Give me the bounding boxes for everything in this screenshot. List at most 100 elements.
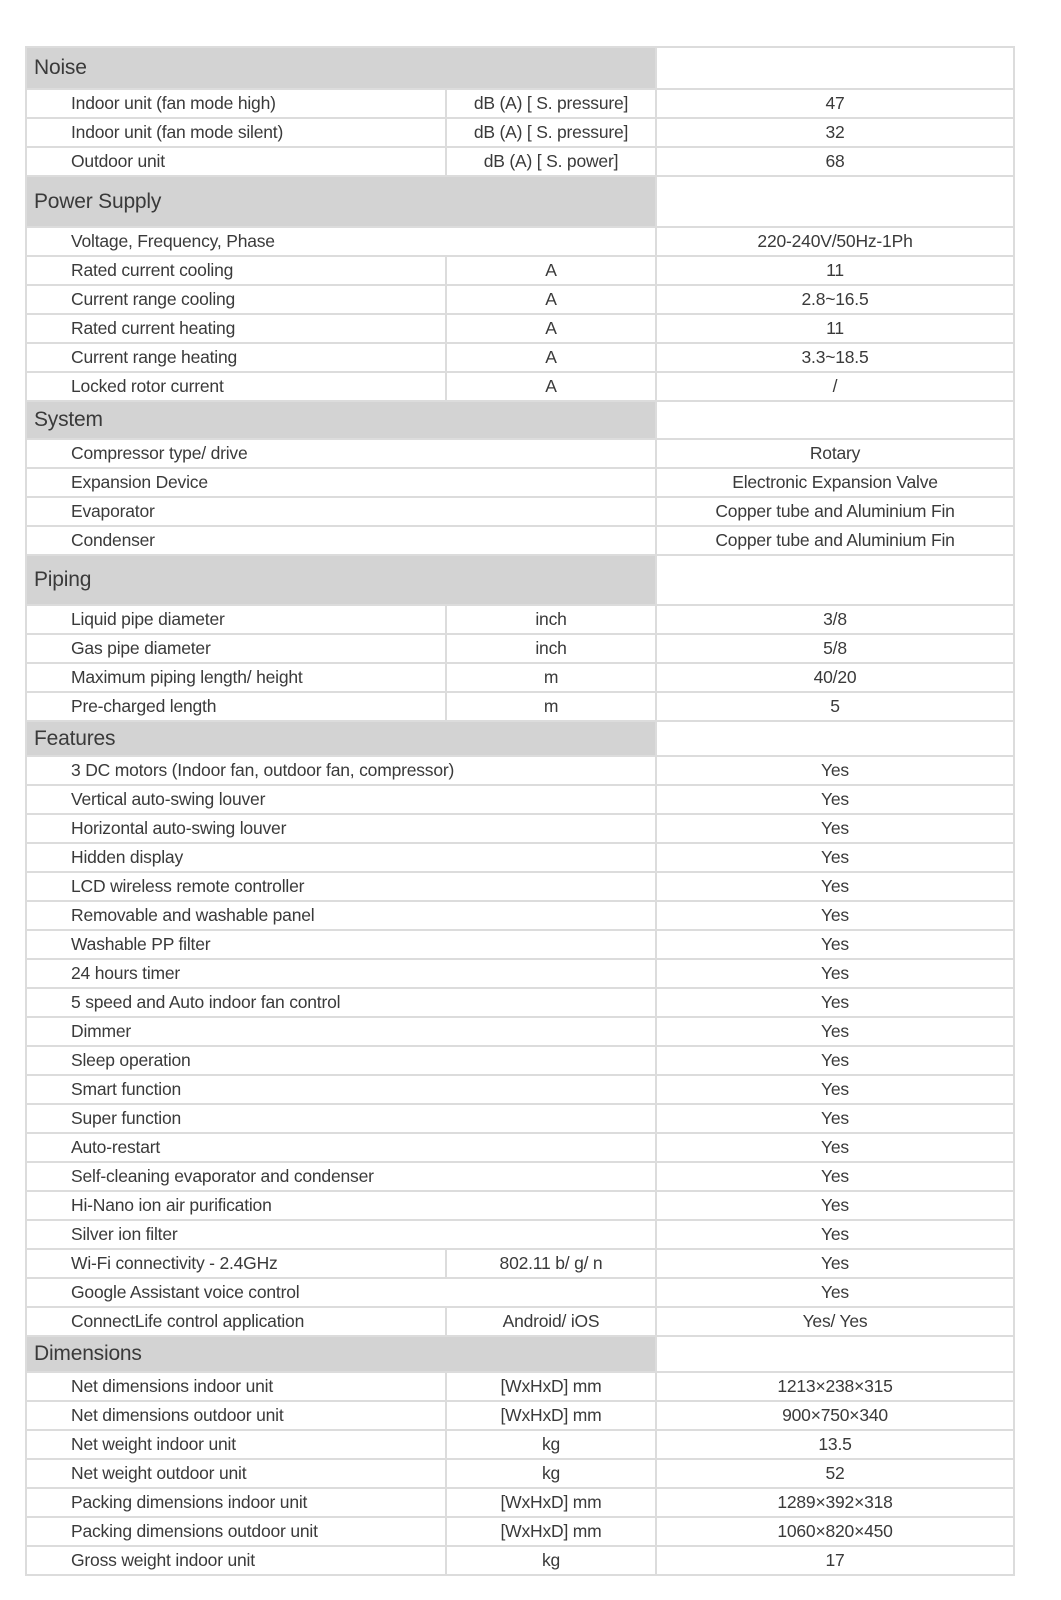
spec-unit: kg xyxy=(444,1429,658,1460)
spec-value: Yes xyxy=(655,1219,1016,1250)
spec-label: Removable and washable panel xyxy=(24,900,658,931)
spec-label: Hidden display xyxy=(24,842,658,873)
spec-value: Yes xyxy=(655,1190,1016,1221)
spec-value: Yes xyxy=(655,755,1016,786)
spec-row-hi-nano-ion-air-purification: Hi-Nano ion air purification Yes xyxy=(24,1190,1016,1221)
spec-value: Yes xyxy=(655,1248,1016,1279)
spec-label: Indoor unit (fan mode silent) xyxy=(25,117,447,148)
spec-value: 17 xyxy=(655,1545,1016,1576)
spec-row-packing-dimensions-indoor-unit: Packing dimensions indoor unit [WxHxD] mm… xyxy=(25,1487,1016,1518)
spec-row-auto-restart: Auto-restart Yes xyxy=(24,1132,1016,1163)
spec-value: 5 xyxy=(655,691,1016,722)
spec-row-pre-charged-length: Pre-charged length m 5 xyxy=(25,691,1016,722)
section-row-piping: Piping xyxy=(24,554,1016,606)
spec-label: Vertical auto-swing louver xyxy=(24,784,658,815)
spec-label: Expansion Device xyxy=(24,467,658,498)
spec-label: Voltage, Frequency, Phase xyxy=(24,226,658,257)
spec-value: 1213×238×315 xyxy=(655,1371,1016,1402)
spec-row-compressor-type-drive: Compressor type/ drive Rotary xyxy=(24,438,1016,469)
spec-label: Locked rotor current xyxy=(25,371,447,402)
spec-unit: A xyxy=(444,371,658,402)
spec-row-locked-rotor-current: Locked rotor current A / xyxy=(25,371,1016,402)
spec-value: Yes xyxy=(655,842,1016,873)
spec-label: Packing dimensions indoor unit xyxy=(25,1487,447,1518)
spec-label: Net weight indoor unit xyxy=(25,1429,447,1460)
spec-row-outdoor-unit: Outdoor unit dB (A) [ S. power] 68 xyxy=(25,146,1016,177)
spec-value: 3.3~18.5 xyxy=(655,342,1016,373)
spec-value: Yes xyxy=(655,958,1016,989)
spec-value: 68 xyxy=(655,146,1016,177)
spec-value: Yes xyxy=(655,1074,1016,1105)
spec-label: 24 hours timer xyxy=(24,958,658,989)
section-header-power-supply: Power Supply xyxy=(24,175,658,228)
spec-row-5-speed-and-auto-indoor-fan-control: 5 speed and Auto indoor fan control Yes xyxy=(24,987,1016,1018)
spec-label: Packing dimensions outdoor unit xyxy=(25,1516,447,1547)
spec-row-rated-current-heating: Rated current heating A 11 xyxy=(25,313,1016,344)
spec-label: ConnectLife control application xyxy=(25,1306,447,1337)
spec-value: Rotary xyxy=(655,438,1016,469)
spec-value: 52 xyxy=(655,1458,1016,1489)
section-row-noise: Noise xyxy=(24,46,1016,90)
spec-label: 3 DC motors (Indoor fan, outdoor fan, co… xyxy=(24,755,658,786)
spec-label: Washable PP filter xyxy=(24,929,658,960)
spec-unit: [WxHxD] mm xyxy=(444,1487,658,1518)
spec-label: Evaporator xyxy=(24,496,658,527)
spec-unit: A xyxy=(444,284,658,315)
spec-row-sleep-operation: Sleep operation Yes xyxy=(24,1045,1016,1076)
spec-row-gas-pipe-diameter: Gas pipe diameter inch 5/8 xyxy=(25,633,1016,664)
spec-row-current-range-cooling: Current range cooling A 2.8~16.5 xyxy=(25,284,1016,315)
spec-row-gross-weight-indoor-unit: Gross weight indoor unit kg 17 xyxy=(25,1545,1016,1576)
section-row-system: System xyxy=(24,400,1016,440)
spec-value: Yes xyxy=(655,1016,1016,1047)
spec-label: Gas pipe diameter xyxy=(25,633,447,664)
spec-row-net-dimensions-outdoor-unit: Net dimensions outdoor unit [WxHxD] mm 900… xyxy=(25,1400,1016,1431)
spec-value: Copper tube and Aluminium Fin xyxy=(655,496,1016,527)
section-header-spacer xyxy=(655,400,1016,440)
spec-value: Yes xyxy=(655,1277,1016,1308)
spec-row-expansion-device: Expansion Device Electronic Expansion Val… xyxy=(24,467,1016,498)
spec-value: Yes xyxy=(655,813,1016,844)
spec-unit: [WxHxD] mm xyxy=(444,1516,658,1547)
spec-value: Yes xyxy=(655,1132,1016,1163)
spec-label: Horizontal auto-swing louver xyxy=(24,813,658,844)
spec-label: Net dimensions indoor unit xyxy=(25,1371,447,1402)
spec-row-evaporator: Evaporator Copper tube and Aluminium Fin xyxy=(24,496,1016,527)
spec-value: 13.5 xyxy=(655,1429,1016,1460)
spec-value: 2.8~16.5 xyxy=(655,284,1016,315)
spec-unit: dB (A) [ S. pressure] xyxy=(444,88,658,119)
spec-unit: Android/ iOS xyxy=(444,1306,658,1337)
spec-value: 3/8 xyxy=(655,604,1016,635)
spec-label: Current range heating xyxy=(25,342,447,373)
spec-unit: kg xyxy=(444,1458,658,1489)
spec-value: 900×750×340 xyxy=(655,1400,1016,1431)
spec-label: Maximum piping length/ height xyxy=(25,662,447,693)
spec-row-3-dc-motors-indoor-fan-outdoor-fan-compressor: 3 DC motors (Indoor fan, outdoor fan, co… xyxy=(24,755,1016,786)
spec-row-washable-pp-filter: Washable PP filter Yes xyxy=(24,929,1016,960)
spec-label: Auto-restart xyxy=(24,1132,658,1163)
spec-label: Super function xyxy=(24,1103,658,1134)
spec-label: Sleep operation xyxy=(24,1045,658,1076)
spec-row-google-assistant-voice-control: Google Assistant voice control Yes xyxy=(24,1277,1016,1308)
spec-value: Yes/ Yes xyxy=(655,1306,1016,1337)
spec-value: 11 xyxy=(655,255,1016,286)
spec-value: 1289×392×318 xyxy=(655,1487,1016,1518)
spec-row-removable-and-washable-panel: Removable and washable panel Yes xyxy=(24,900,1016,931)
spec-row-packing-dimensions-outdoor-unit: Packing dimensions outdoor unit [WxHxD] m… xyxy=(25,1516,1016,1547)
section-row-dimensions: Dimensions xyxy=(24,1335,1016,1373)
spec-label: Liquid pipe diameter xyxy=(25,604,447,635)
spec-unit: m xyxy=(444,691,658,722)
section-row-power-supply: Power Supply xyxy=(24,175,1016,228)
spec-label: Self-cleaning evaporator and condenser xyxy=(24,1161,658,1192)
section-row-features: Features xyxy=(24,720,1016,757)
spec-value: 47 xyxy=(655,88,1016,119)
spec-label: 5 speed and Auto indoor fan control xyxy=(24,987,658,1018)
spec-value: Yes xyxy=(655,1161,1016,1192)
spec-label: Gross weight indoor unit xyxy=(25,1545,447,1576)
section-header-spacer xyxy=(655,554,1016,606)
spec-label: Pre-charged length xyxy=(25,691,447,722)
spec-value: Electronic Expansion Valve xyxy=(655,467,1016,498)
spec-value: / xyxy=(655,371,1016,402)
spec-row-lcd-wireless-remote-controller: LCD wireless remote controller Yes xyxy=(24,871,1016,902)
spec-row-indoor-unit-fan-mode-silent: Indoor unit (fan mode silent) dB (A) [ S.… xyxy=(25,117,1016,148)
section-header-system: System xyxy=(24,400,658,440)
